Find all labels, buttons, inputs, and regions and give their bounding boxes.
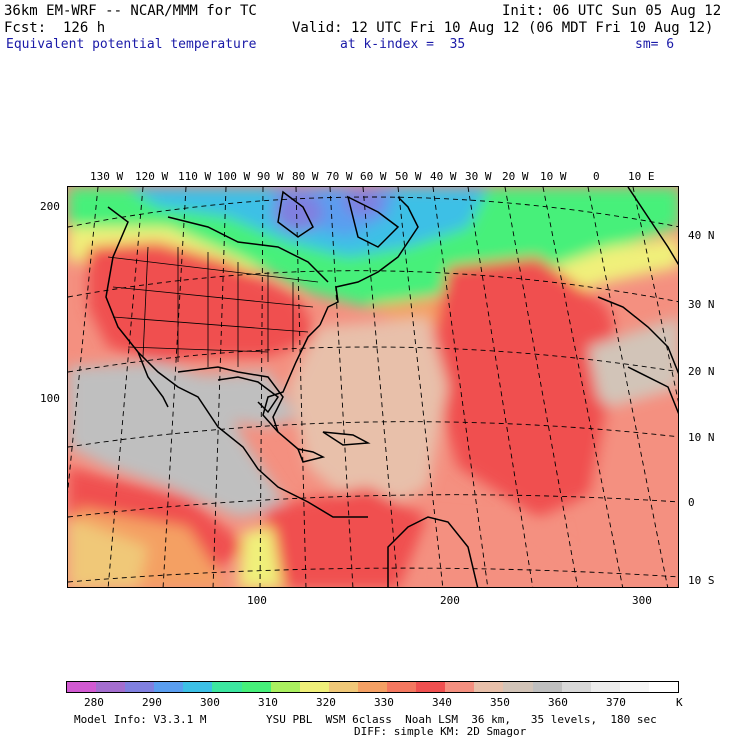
lon-label: 90 W <box>257 170 284 183</box>
colorbar-swatch <box>241 682 271 692</box>
lon-label: 10 E <box>628 170 655 183</box>
colorbar-swatch <box>532 682 562 692</box>
lon-label: 120 W <box>135 170 169 183</box>
colorbar-swatch <box>183 682 213 692</box>
theta-e-map <box>67 186 679 588</box>
colorbar-label: 340 <box>432 696 452 709</box>
init-time: Init: 06 UTC Sun 05 Aug 12 <box>502 3 722 19</box>
lon-label: 100 W <box>217 170 251 183</box>
lon-label: 60 W <box>360 170 387 183</box>
colorbar-swatch <box>445 682 475 692</box>
colorbar-label: 350 <box>490 696 510 709</box>
colorbar-label: 320 <box>316 696 336 709</box>
colorbar-swatch <box>270 682 300 692</box>
colorbar-label: 370 <box>606 696 626 709</box>
lon-label: 110 W <box>178 170 212 183</box>
grid-x-label: 300 <box>632 594 652 607</box>
colorbar-swatch <box>619 682 649 692</box>
borders <box>107 246 319 367</box>
lon-label: 30 W <box>465 170 492 183</box>
valid-time: Valid: 12 UTC Fri 10 Aug 12 (06 MDT Fri … <box>292 20 714 36</box>
lat-label: 10 N <box>688 431 715 444</box>
colorbar-swatch <box>474 682 504 692</box>
lon-label: 40 W <box>430 170 457 183</box>
level-label: at k-index = 35 <box>340 37 466 52</box>
forecast-hour: Fcst: 126 h <box>4 20 106 36</box>
map-svg <box>68 187 678 587</box>
smoothing-label: sm= 6 <box>635 37 675 52</box>
colorbar-swatch <box>96 682 126 692</box>
lat-label: 30 N <box>688 298 715 311</box>
colorbar-swatch <box>590 682 620 692</box>
physics-info: YSU PBL WSM 6class Noah LSM 36 km, 35 le… <box>266 713 657 726</box>
colorbar-swatch <box>67 682 97 692</box>
colorbar-swatch <box>503 682 533 692</box>
diffusion-info: DIFF: simple KM: 2D Smagor <box>354 725 527 738</box>
field-shading <box>68 187 678 587</box>
colorbar-label: 300 <box>200 696 220 709</box>
model-info: Model Info: V3.3.1 M <box>74 713 207 726</box>
lon-label: 10 W <box>540 170 567 183</box>
grid-x-label: 200 <box>440 594 460 607</box>
colorbar-swatch <box>648 682 678 692</box>
lon-label: 0 <box>593 170 600 183</box>
graticule <box>68 187 678 587</box>
colorbar-swatch <box>212 682 242 692</box>
colorbar-label: 360 <box>548 696 568 709</box>
colorbar-swatch <box>561 682 591 692</box>
coastlines <box>105 187 678 587</box>
colorbar-label: 290 <box>142 696 162 709</box>
colorbar-swatch <box>154 682 184 692</box>
lon-label: 130 W <box>90 170 124 183</box>
field-name: Equivalent potential temperature <box>6 37 257 52</box>
colorbar-swatch <box>357 682 388 692</box>
model-title: 36km EM-WRF -- NCAR/MMM for TC <box>4 3 257 19</box>
colorbar-label: 280 <box>84 696 104 709</box>
lon-label: 20 W <box>502 170 529 183</box>
colorbar-swatch <box>387 682 417 692</box>
colorbar-swatch <box>125 682 155 692</box>
lat-label: 0 <box>688 496 695 509</box>
colorbar-label: 310 <box>258 696 278 709</box>
lat-label: 40 N <box>688 229 715 242</box>
colorbar-unit: K <box>676 696 683 709</box>
lon-label: 50 W <box>395 170 422 183</box>
colorbar-label: 330 <box>374 696 394 709</box>
grid-y-label: 200 <box>40 200 60 213</box>
lat-label: 10 S <box>688 574 715 587</box>
colorbar-swatch <box>299 682 329 692</box>
grid-x-label: 100 <box>247 594 267 607</box>
lon-label: 70 W <box>326 170 353 183</box>
lat-label: 20 N <box>688 365 715 378</box>
colorbar <box>66 681 679 693</box>
colorbar-swatch <box>328 682 358 692</box>
lon-label: 80 W <box>292 170 319 183</box>
grid-y-label: 100 <box>40 392 60 405</box>
colorbar-swatch <box>416 682 446 692</box>
